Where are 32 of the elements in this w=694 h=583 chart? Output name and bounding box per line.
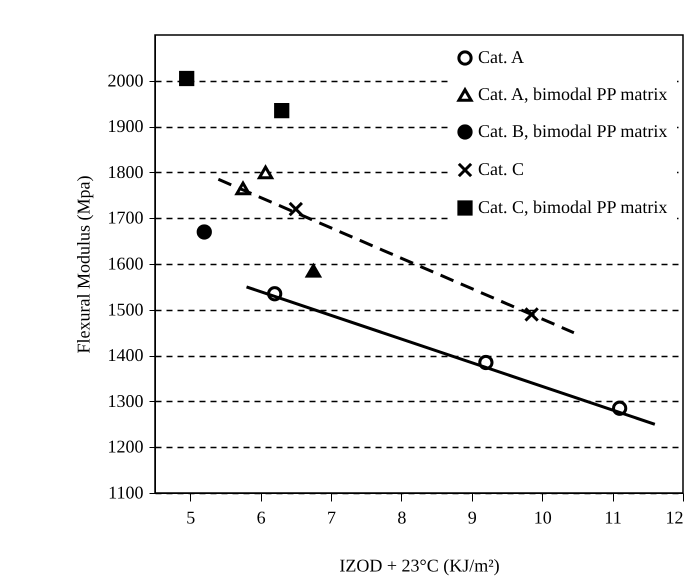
x-tick-label: 5: [186, 508, 196, 528]
legend-label: Cat. C: [478, 159, 524, 179]
x-tick-label: 6: [256, 508, 266, 528]
legend-label: Cat. A, bimodal PP matrix: [478, 84, 668, 104]
x-tick-label: 11: [604, 508, 622, 528]
y-tick-label: 1900: [108, 116, 144, 136]
x-tick-label: 10: [534, 508, 552, 528]
point: [274, 102, 290, 118]
point: [196, 224, 212, 240]
x-tick-label: 12: [666, 508, 684, 528]
point: [258, 166, 274, 180]
legend-label: Cat. C, bimodal PP matrix: [478, 197, 668, 217]
y-tick-label: 1100: [108, 482, 144, 502]
y-tick-label: 1300: [108, 390, 144, 411]
y-tick-label: 1500: [108, 299, 144, 320]
x-tick-label: 8: [397, 508, 406, 528]
y-tick-label: 1600: [108, 254, 144, 274]
legend-label: Cat. B, bimodal PP matrix: [478, 121, 668, 141]
y-tick-label: 2000: [108, 70, 144, 90]
y-tick-label: 1200: [108, 436, 144, 457]
x-tick-label: 7: [327, 508, 336, 528]
x-tick-label: 9: [468, 508, 477, 528]
legend-label: Cat. A: [478, 47, 524, 67]
y-tick-label: 1400: [108, 345, 144, 366]
x-axis-title: IZOD + 23°C (KJ/m²): [339, 556, 500, 576]
y-tick-label: 1800: [108, 162, 144, 182]
point: [524, 306, 540, 322]
y-axis-title: Flexural Modulus (Mpa): [74, 176, 94, 354]
point: [179, 70, 194, 86]
y-tick-label: 1700: [108, 208, 144, 228]
point: [288, 201, 304, 217]
point: [306, 264, 322, 278]
